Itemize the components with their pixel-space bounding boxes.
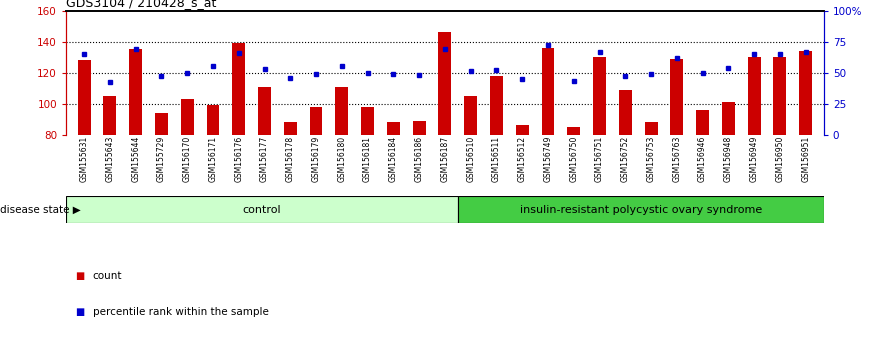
Text: ■: ■: [75, 307, 84, 316]
Bar: [696, 110, 709, 135]
Bar: [361, 107, 374, 135]
Bar: [490, 76, 503, 135]
Bar: [66, 196, 458, 223]
Bar: [258, 86, 271, 135]
Bar: [284, 122, 297, 135]
Bar: [567, 127, 581, 135]
Bar: [309, 107, 322, 135]
Text: ■: ■: [75, 271, 84, 281]
Bar: [78, 60, 91, 135]
Bar: [542, 48, 554, 135]
Bar: [233, 43, 245, 135]
Text: percentile rank within the sample: percentile rank within the sample: [93, 307, 269, 316]
Bar: [412, 121, 426, 135]
Bar: [515, 125, 529, 135]
Text: GDS3104 / 210428_s_at: GDS3104 / 210428_s_at: [66, 0, 217, 10]
Bar: [181, 99, 194, 135]
Bar: [130, 49, 142, 135]
Bar: [593, 57, 606, 135]
Bar: [336, 86, 348, 135]
Bar: [439, 32, 451, 135]
Bar: [799, 51, 812, 135]
Bar: [645, 122, 657, 135]
Bar: [670, 59, 684, 135]
Text: control: control: [242, 205, 281, 215]
Bar: [387, 122, 400, 135]
Text: disease state ▶: disease state ▶: [0, 205, 81, 215]
Bar: [155, 113, 168, 135]
Bar: [103, 96, 116, 135]
Bar: [458, 196, 824, 223]
Bar: [774, 57, 787, 135]
Bar: [722, 102, 735, 135]
Bar: [206, 105, 219, 135]
Text: insulin-resistant polycystic ovary syndrome: insulin-resistant polycystic ovary syndr…: [520, 205, 762, 215]
Bar: [748, 57, 760, 135]
Bar: [618, 90, 632, 135]
Text: count: count: [93, 271, 122, 281]
Bar: [464, 96, 478, 135]
